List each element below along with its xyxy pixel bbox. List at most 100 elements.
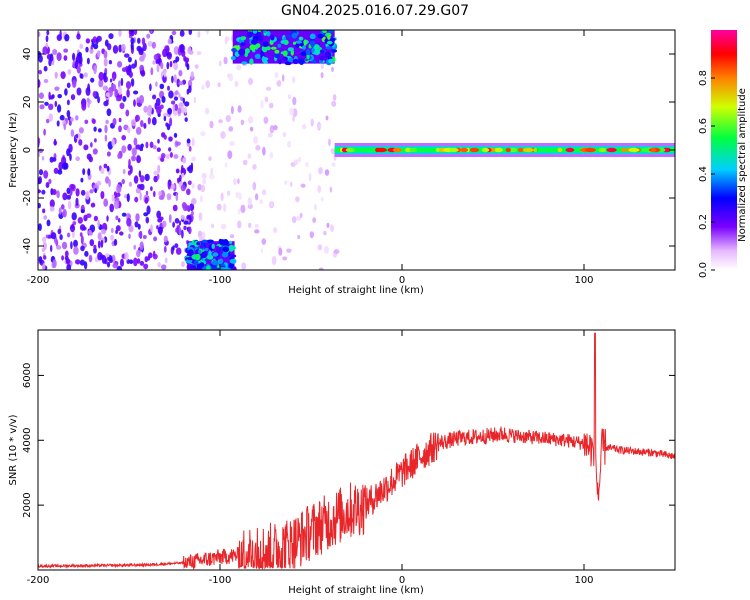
heatmap-cell	[175, 192, 179, 202]
heatmap-cell	[231, 48, 237, 52]
heatmap-cell	[298, 36, 304, 41]
heatmap-cell	[289, 181, 293, 187]
heatmap-cell	[98, 79, 104, 88]
heatmap-cell	[229, 141, 235, 146]
heatmap-cell	[208, 250, 212, 257]
heatmap-cell	[88, 254, 93, 263]
heatmap-cell	[156, 63, 160, 73]
heatmap-cell	[136, 155, 142, 164]
heatmap-cell	[331, 66, 334, 72]
heatmap-cell	[584, 147, 597, 153]
heatmap-cell	[48, 103, 54, 111]
heatmap-cell	[234, 80, 239, 88]
heatmap-cell	[298, 156, 301, 163]
heatmap-cell	[167, 107, 173, 115]
heatmap-cell	[145, 141, 149, 149]
heatmap-cell	[273, 227, 278, 234]
heatmap-cell	[174, 103, 178, 111]
heatmap-cell	[144, 197, 149, 204]
heatmap-cell	[38, 223, 42, 232]
heatmap-cell	[155, 97, 161, 107]
heatmap-cell	[96, 35, 102, 42]
heatmap-cell	[149, 141, 154, 149]
heatmap-cell	[159, 216, 164, 221]
heatmap-cell	[93, 215, 98, 222]
heatmap-cell	[128, 233, 131, 239]
heatmap-cell	[211, 243, 215, 249]
heatmap-cell	[306, 53, 310, 60]
heatmap-cell	[90, 77, 95, 83]
heatmap-cell	[220, 223, 227, 230]
heatmap-cell	[205, 107, 210, 115]
heatmap-cell	[173, 132, 178, 138]
heatmap-region	[184, 238, 237, 270]
heatmap-cell	[167, 85, 170, 91]
heatmap-cell	[199, 244, 205, 249]
heatmap-cell	[238, 48, 246, 56]
heatmap-cell	[174, 218, 180, 224]
snr-marks	[38, 332, 675, 570]
heatmap-cell	[237, 105, 242, 113]
heatmap-cell	[62, 210, 66, 217]
heatmap-cell	[97, 219, 100, 228]
heatmap-cell	[178, 70, 183, 77]
heatmap-cell	[46, 30, 50, 36]
y-tick-label: 40	[22, 48, 33, 61]
heatmap-cell	[187, 180, 192, 186]
heatmap-cell	[135, 126, 142, 135]
heatmap-cell	[270, 34, 275, 41]
heatmap-cell	[328, 138, 331, 147]
colorbar-tick-label: 0.6	[698, 118, 709, 134]
heatmap-cell	[42, 236, 46, 243]
heatmap-cell	[211, 266, 218, 270]
heatmap-cell	[274, 53, 280, 59]
heatmap-cell	[183, 225, 187, 231]
heatmap-cell	[261, 189, 267, 196]
heatmap-cell	[121, 135, 126, 141]
heatmap-cell	[179, 30, 185, 37]
heatmap-cell	[329, 186, 333, 193]
heatmap-cell	[151, 117, 157, 126]
colorbar-tick-label: 0.0	[698, 262, 709, 278]
heatmap-cell	[227, 190, 231, 196]
heatmap-cell	[222, 246, 230, 253]
heatmap-cell	[175, 247, 182, 255]
heatmap-cell	[70, 94, 76, 101]
heatmap-cell	[331, 49, 338, 53]
heatmap-cell	[196, 51, 202, 56]
heatmap-cell	[223, 56, 228, 65]
heatmap-cell	[224, 36, 228, 45]
heatmap-cell	[97, 232, 102, 241]
heatmap-cell	[66, 110, 71, 118]
heatmap-cell	[204, 247, 209, 252]
heatmap-cell	[127, 56, 132, 63]
heatmap-cell	[606, 147, 617, 153]
heatmap-cell	[324, 169, 330, 176]
heatmap-cell	[277, 43, 282, 48]
heatmap-cell	[61, 255, 64, 261]
heatmap-cell	[327, 30, 335, 33]
heatmap-cell	[262, 146, 266, 156]
heatmap-cell	[122, 168, 126, 175]
heatmap-cell	[175, 168, 180, 174]
heatmap-cell	[109, 78, 113, 83]
heatmap-cell	[293, 159, 299, 166]
heatmap-cell	[218, 258, 224, 265]
heatmap-cell	[163, 246, 167, 253]
heatmap-cell	[296, 216, 301, 222]
heatmap-cell	[191, 183, 195, 189]
heatmap-cell	[120, 77, 124, 87]
heatmap-cell	[172, 245, 175, 251]
heatmap-cell	[143, 212, 149, 217]
heatmap-cell	[107, 43, 112, 51]
heatmap-cell	[181, 229, 184, 239]
heatmap-cell	[221, 251, 229, 258]
heatmap-cell	[118, 30, 122, 37]
heatmap-cell	[267, 133, 273, 138]
heatmap-cell	[104, 124, 108, 134]
heatmap-cell	[105, 119, 109, 125]
heatmap-cell	[235, 191, 240, 199]
heatmap-cell	[121, 43, 126, 52]
heatmap-cell	[261, 238, 267, 245]
heatmap-cell	[163, 134, 167, 140]
